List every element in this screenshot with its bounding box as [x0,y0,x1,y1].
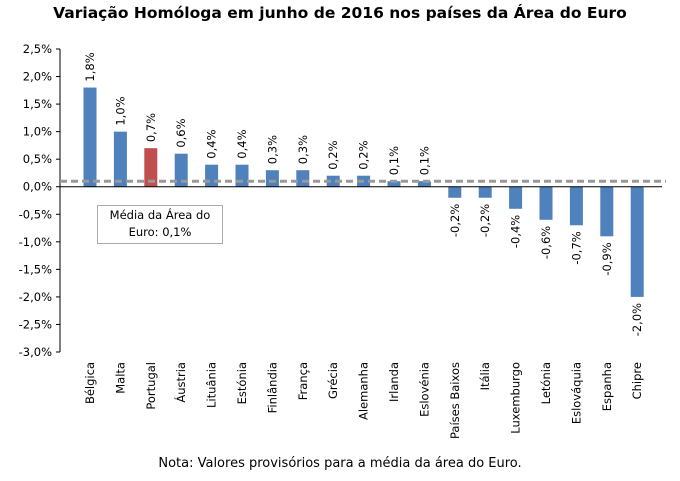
data-label: 0,3% [265,135,279,164]
y-tick-label: -0,5% [19,207,52,221]
bar-grécia [326,175,340,187]
data-label: 0,4% [205,129,219,158]
x-tick-label: Eslováquia [569,362,583,424]
average-label-line1: Média da Área do [109,208,211,222]
data-label: -0,2% [448,204,462,237]
x-tick-label: Finlândia [265,362,279,413]
x-tick-label: França [296,362,310,400]
bar-países-baixos [448,186,462,198]
data-label: -0,2% [478,204,492,237]
bar-áustria [174,153,188,187]
data-label: 0,7% [144,113,158,142]
bar-portugal [144,148,158,187]
data-label: -0,4% [509,215,523,248]
data-label: -2,0% [630,303,644,336]
data-label: 0,3% [296,135,310,164]
bar-luxemburgo [509,186,523,209]
chart-note: Nota: Valores provisórios para a média d… [158,456,522,471]
x-tick-label: Espanha [600,362,614,411]
data-label: 0,2% [357,140,371,169]
x-tick-label: Itália [478,362,492,390]
x-tick-label: Malta [113,362,127,394]
x-tick-label: Letónia [539,362,553,404]
data-label: 0,6% [174,118,188,147]
data-label: 0,2% [326,140,340,169]
data-label: 1,0% [113,96,127,125]
data-label: -0,9% [600,242,614,275]
data-label: 0,1% [387,146,401,175]
average-annotation: Média da Área do Euro: 0,1% [97,205,223,244]
y-tick-label: -1,5% [19,262,52,276]
bar-letónia [539,186,553,220]
chart-title: Variação Homóloga em junho de 2016 nos p… [53,4,627,22]
x-tick-label: Luxemburgo [509,362,523,434]
x-tick-label: Irlanda [387,362,401,402]
data-label: 0,1% [417,146,431,175]
average-label-line2: Euro: 0,1% [128,225,192,239]
x-tick-label: Chipre [630,362,644,399]
bar-espanha [600,186,614,237]
bar-bélgica [83,87,97,187]
x-tick-label: Eslovénia [417,362,431,417]
y-tick-label: 0,5% [23,152,52,166]
x-tick-label: Países Baixos [448,362,462,439]
bar-eslováquia [569,186,583,226]
y-tick-label: -2,5% [19,317,52,331]
bar-lituânia [205,164,219,187]
y-tick-label: -3,0% [19,345,52,359]
y-tick-label: -1,0% [19,235,52,249]
x-tick-label: Áustria [173,362,188,403]
y-tick-label: 1,5% [23,97,52,111]
bar-itália [478,186,492,198]
data-label: 0,4% [235,129,249,158]
x-tick-label: Estónia [235,362,249,404]
data-label: 1,8% [83,52,97,81]
bar-irlanda [387,181,401,187]
y-tick-label: 0,0% [23,180,52,194]
data-label: -0,7% [569,231,583,264]
x-tick-label: Grécia [326,362,340,399]
x-tick-label: Alemanha [357,362,371,420]
bar-chipre [630,186,644,297]
x-tick-label: Lituânia [205,362,219,408]
y-tick-label: 2,0% [23,70,52,84]
bar-malta [113,131,127,187]
bar-eslovénia [417,181,431,187]
y-tick-label: 2,5% [23,42,52,56]
x-tick-label: Portugal [144,362,158,410]
y-tick-label: 1,0% [23,125,52,139]
y-tick-label: -2,0% [19,290,52,304]
bar-frança [296,170,310,187]
bar-finlândia [265,170,279,187]
x-tick-label: Bélgica [83,362,97,404]
bar-estónia [235,164,249,187]
data-label: -0,6% [539,226,553,259]
